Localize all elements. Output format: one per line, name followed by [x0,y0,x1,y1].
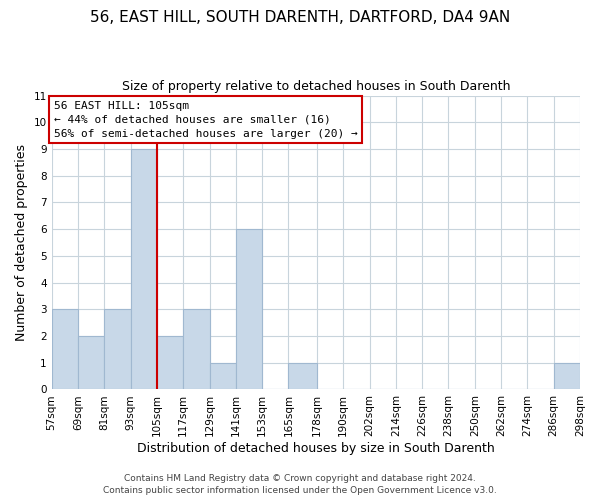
Bar [554,362,580,390]
Bar [78,336,104,390]
Bar [104,310,131,390]
Text: Contains HM Land Registry data © Crown copyright and database right 2024.
Contai: Contains HM Land Registry data © Crown c… [103,474,497,495]
X-axis label: Distribution of detached houses by size in South Darenth: Distribution of detached houses by size … [137,442,495,455]
Text: 56 EAST HILL: 105sqm
← 44% of detached houses are smaller (16)
56% of semi-detac: 56 EAST HILL: 105sqm ← 44% of detached h… [54,101,358,139]
Bar [157,336,183,390]
Bar [236,229,262,390]
Text: 56, EAST HILL, SOUTH DARENTH, DARTFORD, DA4 9AN: 56, EAST HILL, SOUTH DARENTH, DARTFORD, … [90,10,510,25]
Bar [131,149,157,390]
Y-axis label: Number of detached properties: Number of detached properties [15,144,28,341]
Bar [289,362,317,390]
Bar [209,362,236,390]
Bar [183,310,209,390]
Title: Size of property relative to detached houses in South Darenth: Size of property relative to detached ho… [122,80,510,93]
Bar [52,310,78,390]
